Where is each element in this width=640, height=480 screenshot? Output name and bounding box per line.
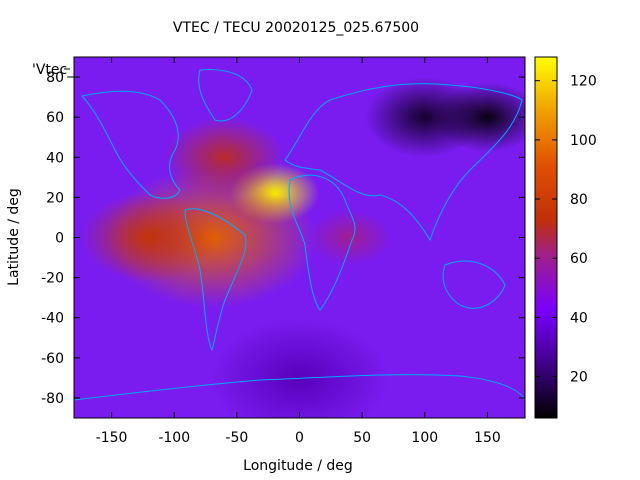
x-tick-label: -150 xyxy=(96,430,128,446)
x-tick-label: 150 xyxy=(474,430,501,446)
x-axis-label: Longitude / deg xyxy=(243,458,353,474)
coast-greenland xyxy=(198,69,253,122)
coast-south-america xyxy=(184,208,247,352)
x-tick-label: -100 xyxy=(158,430,190,446)
coast-eurasia xyxy=(284,83,523,242)
y-tick-label: 0 xyxy=(55,231,64,247)
y-tick-label: 60 xyxy=(46,110,64,126)
colorbar-tick-label: 60 xyxy=(570,251,588,267)
coast-north-america xyxy=(81,90,181,199)
y-tick-label: 80 xyxy=(46,70,64,86)
y-ticks: -80 -60 -40 -20 0 20 40 60 80 xyxy=(41,70,525,407)
vtec-hotspot xyxy=(164,117,285,198)
vtec-hotspot xyxy=(209,317,390,418)
vtec-hotspot xyxy=(307,209,392,266)
vtec-hotspot xyxy=(434,82,525,153)
colorbar-tick-label: 20 xyxy=(570,370,588,386)
colorbar xyxy=(534,56,558,419)
colorbar-tick-label: 120 xyxy=(570,74,597,90)
x-ticks: -150 -100 -50 0 50 100 150 xyxy=(96,57,501,446)
colorbar-ticks: 20 40 60 80 100 120 xyxy=(535,74,597,386)
y-tick-label: 20 xyxy=(46,190,64,206)
coast-australia xyxy=(442,260,506,309)
colorbar-tick-label: 40 xyxy=(570,310,588,326)
y-tick-label: -40 xyxy=(41,311,64,327)
y-axis-label: Latitude / deg xyxy=(6,188,22,286)
y-tick-label: -20 xyxy=(41,271,64,287)
coast-africa xyxy=(288,174,356,311)
x-tick-label: -50 xyxy=(225,430,248,446)
x-tick-label: 100 xyxy=(411,430,438,446)
y-tick-label: 40 xyxy=(46,150,64,166)
chart-title: VTEC / TECU 20020125_025.67500 xyxy=(173,20,419,36)
coastlines xyxy=(74,69,525,401)
coast-antarctica xyxy=(74,374,525,401)
colorbar-tick-label: 100 xyxy=(570,133,597,149)
y-tick-label: -60 xyxy=(41,351,64,367)
vtec-hotspots xyxy=(81,77,525,418)
series-key-label: 'Vtec_ xyxy=(32,62,75,78)
x-tick-label: 0 xyxy=(295,430,304,446)
colorbar-tick-label: 80 xyxy=(570,192,588,208)
x-tick-label: 50 xyxy=(353,430,371,446)
vtec-hotspot xyxy=(81,192,217,283)
y-tick-label: -80 xyxy=(41,391,64,407)
